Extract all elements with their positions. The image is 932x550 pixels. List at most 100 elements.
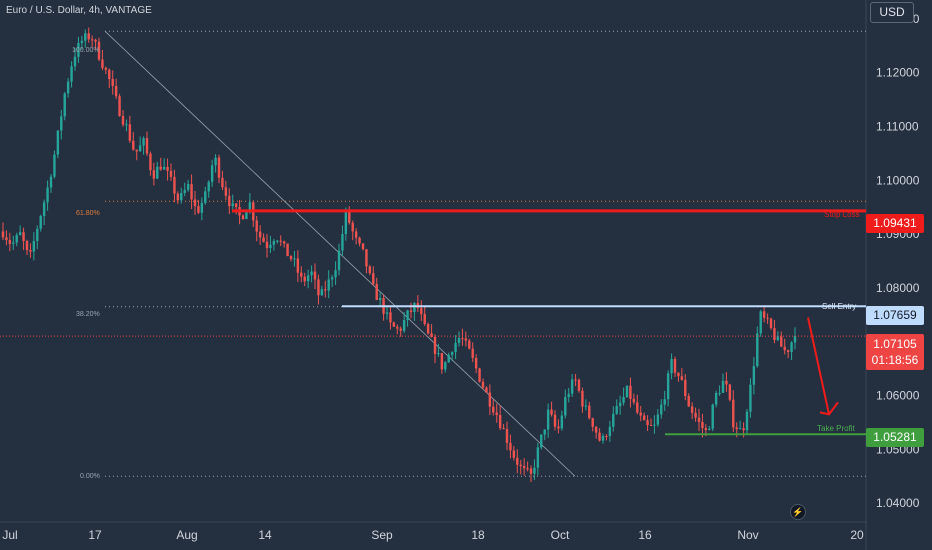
- candle-body: [776, 336, 780, 341]
- stop-loss-label: Stop Loss: [824, 210, 860, 219]
- candle-body: [512, 450, 516, 458]
- candle-body: [588, 405, 591, 419]
- candle-body: [529, 468, 533, 474]
- candle-body: [354, 231, 358, 238]
- candle-body: [296, 258, 300, 273]
- candle-body: [444, 362, 447, 370]
- candle-body: [56, 130, 60, 155]
- candle-body: [334, 270, 337, 278]
- forecast-arrow-line: [807, 317, 830, 415]
- candle-body: [320, 289, 324, 296]
- candle-body: [29, 250, 32, 252]
- candle-body: [361, 243, 365, 250]
- candle-body: [18, 232, 22, 236]
- y-tick-label: 1.12000: [876, 66, 920, 80]
- candle-body: [728, 384, 732, 400]
- candle-body: [142, 138, 145, 146]
- candle-body: [673, 359, 677, 373]
- candle-body: [718, 392, 721, 394]
- candle-body: [622, 396, 625, 403]
- candle-body: [721, 380, 725, 393]
- candle-body: [697, 417, 701, 422]
- candle-body: [540, 434, 543, 448]
- candle-body: [300, 272, 303, 277]
- x-tick-label: Jul: [2, 528, 17, 542]
- candle-body: [543, 429, 546, 435]
- candle-body: [348, 210, 351, 223]
- candle-body: [118, 96, 121, 117]
- candle-body: [36, 228, 39, 242]
- candle-body: [653, 424, 656, 426]
- candle-body: [546, 409, 550, 430]
- candle-body: [670, 359, 673, 374]
- candle-body: [457, 338, 461, 343]
- candle-body: [248, 202, 252, 212]
- candle-body: [217, 157, 221, 178]
- candle-body: [570, 379, 574, 394]
- candle-body: [430, 333, 433, 337]
- candle-body: [368, 266, 372, 274]
- candle-body: [680, 376, 684, 380]
- candle-body: [615, 406, 618, 414]
- candle-body: [87, 33, 90, 40]
- candle-body: [84, 33, 87, 41]
- candle-body: [745, 411, 749, 431]
- candle-body: [660, 404, 663, 415]
- candle-body: [210, 165, 214, 182]
- candle-body: [608, 426, 612, 437]
- candle-body: [636, 402, 639, 413]
- x-tick-label: 20: [850, 528, 864, 542]
- candle-body: [42, 202, 46, 217]
- candle-body: [317, 279, 320, 296]
- candle-body: [522, 466, 526, 469]
- candle-body: [509, 442, 512, 451]
- candle-body: [447, 354, 450, 363]
- candle-body: [389, 312, 392, 323]
- candle-body: [468, 340, 471, 349]
- candle-body: [488, 392, 492, 407]
- take-profit-price-tag: 1.05281: [866, 428, 924, 447]
- candle-body: [742, 428, 745, 431]
- fib-label-0: 0.00%: [80, 473, 100, 480]
- candle-body: [701, 421, 704, 429]
- candle-body: [498, 415, 502, 429]
- candle-body: [293, 258, 296, 260]
- candle-body: [22, 232, 25, 242]
- candle-body: [618, 402, 622, 407]
- candle-body: [90, 39, 94, 41]
- candle-body: [594, 426, 598, 433]
- candle-body: [97, 41, 101, 60]
- candle-body: [478, 368, 481, 382]
- candle-body: [282, 241, 286, 244]
- candle-body: [663, 399, 666, 405]
- candle-body: [677, 372, 680, 377]
- currency-selector[interactable]: USD: [870, 2, 914, 23]
- fib-label-382: 38.20%: [76, 311, 100, 318]
- candle-body: [197, 206, 200, 213]
- lightning-icon[interactable]: ⚡: [790, 504, 806, 520]
- candle-body: [104, 67, 108, 70]
- candle-body: [786, 350, 790, 352]
- candle-body: [66, 81, 70, 94]
- candle-body: [533, 467, 536, 474]
- candle-body: [687, 396, 690, 407]
- candle-body: [519, 464, 522, 467]
- candle-body: [639, 412, 642, 416]
- candle-body: [63, 93, 66, 117]
- current-price-tag: 1.07105 01:18:56: [866, 334, 924, 370]
- candle-body: [714, 392, 718, 405]
- candle-body: [642, 415, 646, 421]
- candle-body: [204, 191, 207, 203]
- candle-body: [80, 40, 84, 43]
- candle-body: [358, 237, 361, 244]
- candle-body: [495, 412, 498, 416]
- candle-body: [684, 379, 687, 397]
- candle-body: [228, 195, 231, 207]
- candle-body: [560, 415, 564, 429]
- candle-body: [454, 342, 457, 353]
- candle-body: [193, 199, 197, 207]
- candle-body: [598, 432, 601, 441]
- candle-body: [255, 220, 258, 232]
